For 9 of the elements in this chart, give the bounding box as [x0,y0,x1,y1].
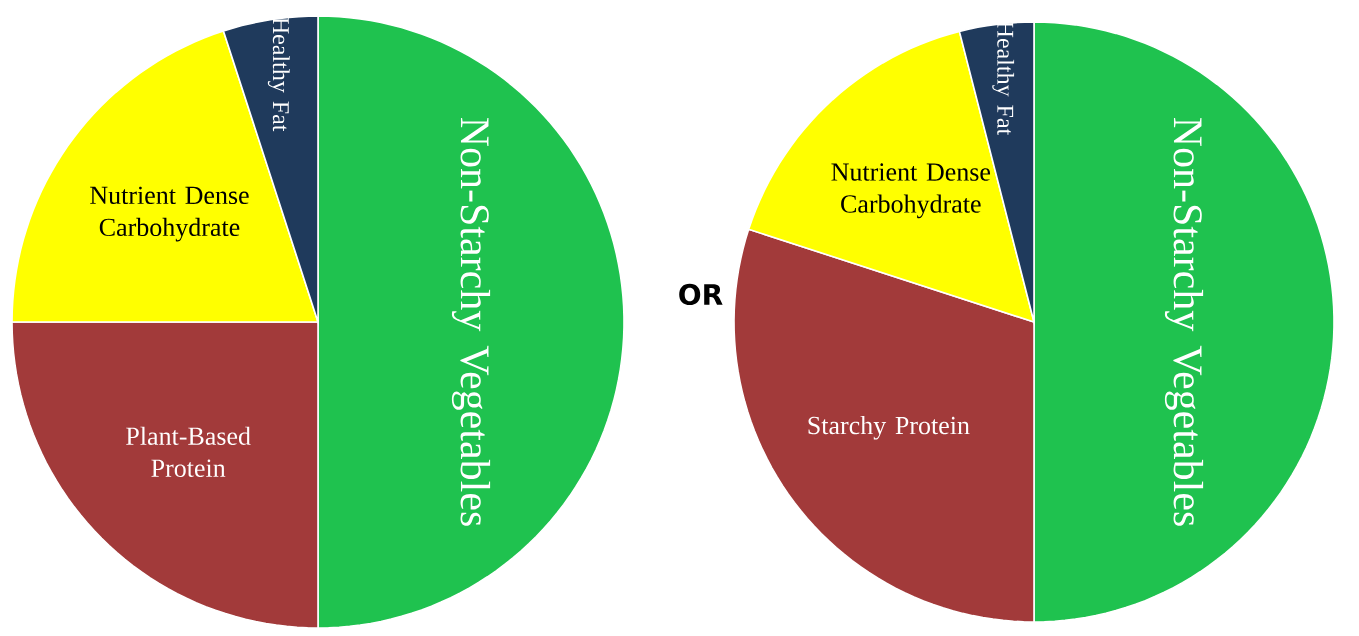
slice-label: Plant-Based Protein [126,426,251,477]
slice-label: Starchy Protein [808,415,970,440]
slice-label: Healthy Fat [267,17,290,132]
slice-label: Healthy Fat [992,21,1015,136]
slice-label: Non-Starchy Vegetables [451,117,491,526]
slice-label: Non-Starchy Vegetables [1164,117,1204,526]
slice-label: Nutrient Dense Carbohydrate [90,186,249,242]
slice-label: Nutrient Dense Carbohydrate [831,163,991,219]
text: OR [679,283,723,306]
